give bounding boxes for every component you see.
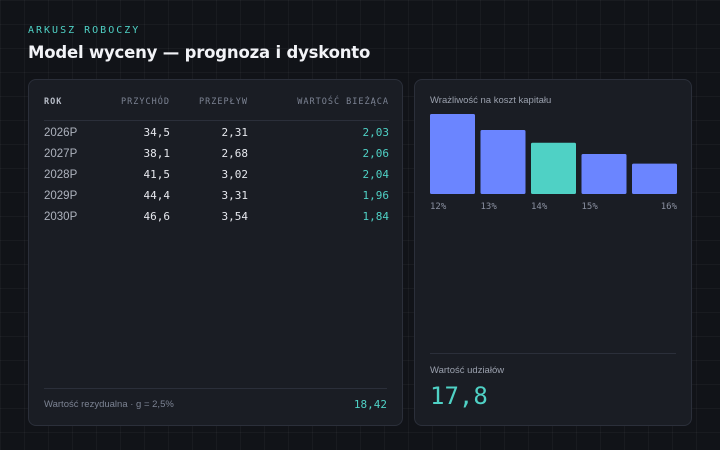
eyebrow-label: ARKUSZ ROBOCZY: [28, 25, 141, 36]
cell-cashflow: 3,31: [221, 189, 249, 202]
cell-present-value: 2,03: [362, 126, 390, 139]
column-header-revenue[interactable]: PRZYCHÓD: [121, 97, 170, 107]
table-row[interactable]: 2026P 34,5 2,31 2,03: [44, 122, 389, 143]
terminal-value: 18,42: [353, 398, 387, 411]
cell-cashflow: 3,02: [221, 168, 249, 181]
table-header: ROK PRZYCHÓD PRZEPŁYW WARTOŚĆ BIEŻĄCA: [44, 96, 389, 121]
cell-year: 2027P: [44, 147, 78, 160]
cell-cashflow: 2,68: [221, 147, 249, 160]
cell-year: 2026P: [44, 126, 78, 139]
column-header-present-value[interactable]: WARTOŚĆ BIEŻĄCA: [297, 97, 389, 107]
column-header-cashflow[interactable]: PRZEPŁYW: [199, 97, 248, 107]
bar-14pct[interactable]: [531, 142, 576, 194]
column-header-year[interactable]: ROK: [44, 97, 63, 107]
cell-cashflow: 2,31: [221, 126, 249, 139]
x-tick-label: 16%: [661, 202, 678, 212]
cell-present-value: 1,96: [362, 189, 390, 202]
sensitivity-chart-title: Wrażliwość na koszt kapitału: [430, 95, 552, 106]
cell-year: 2029P: [44, 189, 78, 202]
equity-value-section: Wartość udziałów 17,8: [430, 353, 676, 410]
cell-revenue: 34,5: [143, 126, 171, 139]
cell-year: 2030P: [44, 210, 78, 223]
terminal-value-label: Wartość rezydualna · g = 2,5%: [44, 399, 174, 410]
cell-cashflow: 3,54: [221, 210, 249, 223]
bar-13pct[interactable]: [480, 130, 526, 194]
cell-revenue: 41,5: [143, 168, 171, 181]
x-tick-label: 13%: [481, 202, 498, 212]
cell-present-value: 1,84: [362, 210, 390, 223]
table-row[interactable]: 2029P 44,4 3,31 1,96: [44, 185, 389, 206]
cell-present-value: 2,04: [362, 168, 390, 181]
equity-value-label: Wartość udziałów: [430, 365, 505, 376]
cell-revenue: 44,4: [143, 189, 171, 202]
table-body: 2026P 34,5 2,31 2,03 2027P 38,1 2,68 2,0…: [44, 121, 389, 227]
cell-revenue: 38,1: [143, 147, 171, 160]
bar-12pct[interactable]: [430, 114, 475, 194]
forecast-table: ROK PRZYCHÓD PRZEPŁYW WARTOŚĆ BIEŻĄCA 20…: [44, 96, 389, 227]
table-row[interactable]: 2028P 41,5 3,02 2,04: [44, 164, 389, 185]
table-row[interactable]: 2027P 38,1 2,68 2,06: [44, 143, 389, 164]
bar-16pct[interactable]: [632, 163, 677, 194]
cell-present-value: 2,06: [362, 147, 390, 160]
bar-15pct[interactable]: [581, 154, 627, 194]
sensitivity-card: Wrażliwość na koszt kapitału 12% 13% 14% 15…: [414, 79, 692, 426]
cell-year: 2028P: [44, 168, 78, 181]
sensitivity-bar-chart: 12% 13% 14% 15% 16%: [430, 114, 678, 212]
page-title: Model wyceny — prognoza i dyskonto: [28, 43, 371, 62]
cell-revenue: 46,6: [143, 210, 171, 223]
x-tick-label: 12%: [430, 202, 447, 212]
x-tick-label: 15%: [582, 202, 599, 212]
equity-value: 17,8: [430, 382, 488, 410]
table-row[interactable]: 2030P 46,6 3,54 1,84: [44, 206, 389, 227]
forecast-table-card: ROK PRZYCHÓD PRZEPŁYW WARTOŚĆ BIEŻĄCA 20…: [28, 79, 403, 426]
x-tick-label: 14%: [531, 202, 548, 212]
terminal-value-row: Wartość rezydualna · g = 2,5% 18,42: [44, 388, 387, 411]
